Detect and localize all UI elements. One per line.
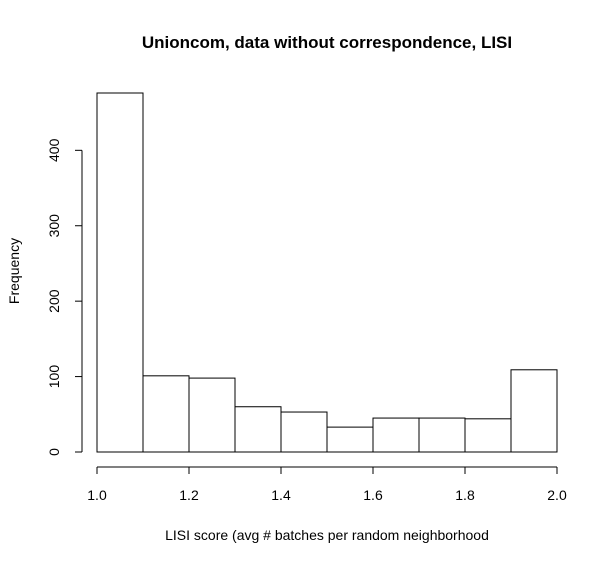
y-tick-label: 0 xyxy=(46,448,62,456)
histogram-bar xyxy=(142,375,190,453)
y-tick-label: 200 xyxy=(46,289,62,313)
y-tick-label: 100 xyxy=(46,365,62,389)
histogram-bar xyxy=(372,417,420,453)
x-axis: 1.0 1.2 1.4 1.6 1.8 2.0 xyxy=(87,466,567,503)
x-tick-label: 1.4 xyxy=(271,487,291,503)
y-axis-label: Frequency xyxy=(6,238,22,304)
histogram-bar xyxy=(96,92,144,453)
histogram-bar xyxy=(188,377,236,453)
histogram-bar xyxy=(464,418,512,453)
x-tick-label: 1.6 xyxy=(363,487,383,503)
x-tick-label: 2.0 xyxy=(547,487,567,503)
x-axis-label: LISI score (avg # batches per random nei… xyxy=(165,527,489,543)
y-tick-label: 300 xyxy=(46,214,62,238)
x-tick-label: 1.2 xyxy=(179,487,199,503)
bars-group xyxy=(96,92,558,453)
histogram-bar xyxy=(418,417,466,453)
histogram-bar xyxy=(326,426,374,453)
y-axis: 0 100 200 300 400 xyxy=(46,138,83,456)
histogram-bar xyxy=(234,406,282,453)
histogram-bar xyxy=(510,369,558,453)
x-tick-label: 1.8 xyxy=(455,487,475,503)
y-tick-label: 400 xyxy=(46,138,62,162)
histogram-bar xyxy=(280,411,328,453)
x-tick-label: 1.0 xyxy=(87,487,107,503)
chart-title: Unioncom, data without correspondence, L… xyxy=(142,33,512,52)
